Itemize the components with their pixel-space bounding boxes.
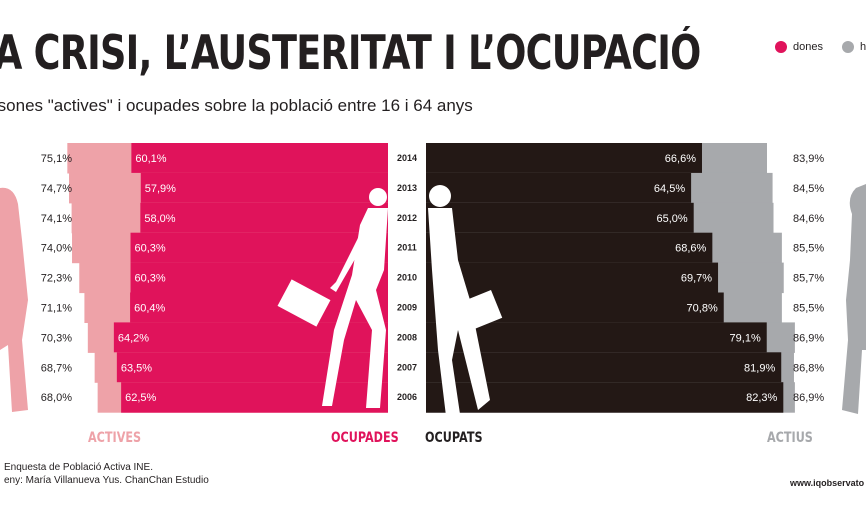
- label-actius-2006: 86,9%: [793, 392, 824, 404]
- label-actives-2013: 74,7%: [41, 183, 72, 195]
- label-actius-2007: 86,8%: [793, 362, 824, 374]
- label-ocupats-2006: 82,3%: [746, 392, 777, 404]
- year-label-2013: 2013: [397, 183, 417, 193]
- label-actives-2011: 74,0%: [41, 243, 72, 255]
- design-credit: eny: María Villanueva Yus. ChanChan Estu…: [4, 475, 209, 486]
- label-actius-2008: 86,9%: [793, 332, 824, 344]
- label-ocupats-2014: 66,6%: [665, 153, 696, 165]
- year-label-2007: 2007: [397, 362, 417, 372]
- label-actives-2014: 75,1%: [41, 153, 72, 165]
- label-ocupats-2010: 69,7%: [681, 273, 712, 285]
- label-ocupats-2012: 65,0%: [656, 213, 687, 225]
- axis-label-actives: ACTIVES: [88, 430, 142, 446]
- year-label-2008: 2008: [397, 332, 417, 342]
- chart-title: A CRISI, L’AUSTERITAT I L’OCUPACIÓ: [0, 26, 701, 81]
- bar-ocupades-2007: [116, 352, 388, 383]
- label-actives-2009: 71,1%: [41, 302, 72, 314]
- label-actius-2012: 84,6%: [793, 213, 824, 225]
- label-actius-2014: 83,9%: [793, 153, 824, 165]
- legend-swatch-homes: [842, 41, 854, 53]
- briefcase-icon: [277, 279, 331, 327]
- legend-label-dones: dones: [793, 41, 823, 53]
- label-actius-2010: 85,7%: [793, 273, 824, 285]
- label-actius-2009: 85,5%: [793, 302, 824, 314]
- legend-label-homes: ho: [860, 41, 866, 53]
- bar-ocupades-2013: [140, 172, 388, 204]
- year-label-2009: 2009: [397, 302, 417, 312]
- man-edge-silhouette-icon: [842, 184, 866, 414]
- label-ocupats-2008: 79,1%: [730, 332, 761, 344]
- bar-ocupats-2014: [426, 143, 702, 174]
- bar-ocupats-2011: [426, 232, 713, 264]
- axis-label-ocupats: OCUPATS: [425, 430, 483, 446]
- label-ocupades-2010: 60,3%: [135, 273, 166, 285]
- chart-subtitle: rsones "actives" i ocupades sobre la pob…: [0, 96, 473, 115]
- year-label-2012: 2012: [397, 213, 417, 223]
- label-actives-2012: 74,1%: [41, 213, 72, 225]
- label-ocupades-2009: 60,4%: [134, 302, 165, 314]
- year-label-2010: 2010: [397, 273, 417, 283]
- label-ocupades-2006: 62,5%: [125, 392, 156, 404]
- bar-ocupades-2012: [140, 202, 388, 234]
- bar-ocupades-2006: [121, 382, 388, 413]
- label-ocupades-2008: 64,2%: [118, 332, 149, 344]
- label-actives-2010: 72,3%: [41, 273, 72, 285]
- source-note: Enquesta de Població Activa INE.: [4, 462, 153, 473]
- axis-label-actius: ACTIUS: [767, 430, 813, 446]
- label-ocupades-2011: 60,3%: [135, 243, 166, 255]
- legend-item-dones: dones: [775, 41, 823, 53]
- bar-ocupades-2014: [131, 143, 389, 174]
- label-ocupades-2012: 58,0%: [144, 213, 175, 225]
- briefcase-icon: [455, 289, 503, 333]
- year-label-2011: 2011: [397, 243, 417, 253]
- label-actives-2008: 70,3%: [41, 332, 72, 344]
- year-label-2014: 2014: [397, 153, 417, 163]
- label-actives-2007: 68,7%: [41, 362, 72, 374]
- bar-ocupats-2010: [426, 262, 719, 294]
- label-actius-2011: 85,5%: [793, 243, 824, 255]
- woman-edge-silhouette-icon: [0, 187, 28, 412]
- label-ocupats-2007: 81,9%: [744, 362, 775, 374]
- label-ocupades-2014: 60,1%: [135, 153, 166, 165]
- website-link[interactable]: www.iqobservato: [790, 478, 865, 488]
- label-actius-2013: 84,5%: [793, 183, 824, 195]
- label-actives-2006: 68,0%: [41, 392, 72, 404]
- year-label-2006: 2006: [397, 392, 417, 402]
- label-ocupats-2013: 64,5%: [654, 183, 685, 195]
- axis-label-ocupades: OCUPADES: [331, 430, 399, 446]
- woman-silhouette-icon: [322, 188, 388, 408]
- label-ocupats-2009: 70,8%: [687, 302, 718, 314]
- legend-swatch-dones: [775, 41, 787, 53]
- bar-ocupats-2012: [426, 202, 694, 234]
- bar-ocupades-2011: [130, 232, 389, 264]
- bar-ocupats-2013: [426, 172, 692, 204]
- bar-ocupats-2008: [426, 322, 767, 353]
- label-ocupats-2011: 68,6%: [675, 243, 706, 255]
- label-ocupades-2007: 63,5%: [121, 362, 152, 374]
- legend-item-homes: ho: [842, 41, 866, 53]
- label-ocupades-2013: 57,9%: [145, 183, 176, 195]
